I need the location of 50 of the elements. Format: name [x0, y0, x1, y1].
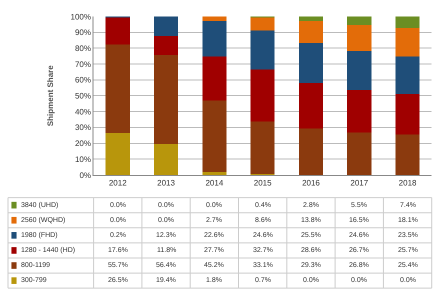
bar	[202, 100, 226, 172]
bar	[298, 83, 324, 129]
bar	[202, 172, 226, 175]
bar	[250, 70, 275, 122]
bar	[298, 20, 324, 43]
y-tick-label: 10%	[74, 154, 91, 164]
bar	[395, 56, 420, 94]
bar	[202, 56, 226, 100]
bar	[347, 90, 372, 132]
y-tick-label: 20%	[74, 139, 91, 148]
bar	[298, 16, 324, 21]
bar	[347, 25, 372, 52]
bar	[154, 36, 178, 55]
bar	[106, 16, 130, 45]
y-tick-label: 70%	[74, 60, 91, 69]
bar	[154, 144, 178, 175]
bar	[154, 54, 178, 144]
bar	[250, 121, 275, 174]
bar	[202, 16, 226, 21]
bar	[298, 42, 324, 84]
x-tick-label: 2018	[398, 178, 418, 188]
x-tick-label: 2015	[254, 178, 272, 188]
x-tick-label: 2016	[302, 178, 320, 188]
x-tick-label: 2017	[350, 178, 369, 188]
bar	[250, 16, 275, 31]
bar	[395, 134, 420, 175]
y-tick-label: 80%	[74, 44, 91, 53]
y-tick-label: 100%	[70, 12, 91, 22]
x-tick-label: 2012	[108, 178, 128, 188]
bar	[347, 51, 372, 90]
bar	[106, 44, 130, 133]
bar	[250, 30, 275, 70]
x-tick-label: 2014	[205, 178, 224, 188]
y-axis-title: Shipment Share	[46, 64, 56, 126]
bar	[347, 132, 372, 175]
bar	[347, 16, 372, 26]
bar	[106, 132, 130, 175]
y-tick-label: 0%	[79, 170, 91, 180]
y-tick-label: 90%	[74, 28, 91, 38]
bar	[298, 128, 324, 175]
bar	[395, 16, 420, 28]
bar	[154, 16, 178, 36]
y-tick-label: 50%	[74, 92, 91, 101]
bar	[395, 28, 420, 57]
y-tick-label: 60%	[74, 76, 91, 85]
x-tick-label: 2013	[157, 178, 176, 188]
bar	[395, 94, 420, 135]
bar	[202, 20, 226, 57]
y-tick-label: 40%	[74, 107, 91, 116]
y-tick-label: 30%	[74, 123, 91, 132]
